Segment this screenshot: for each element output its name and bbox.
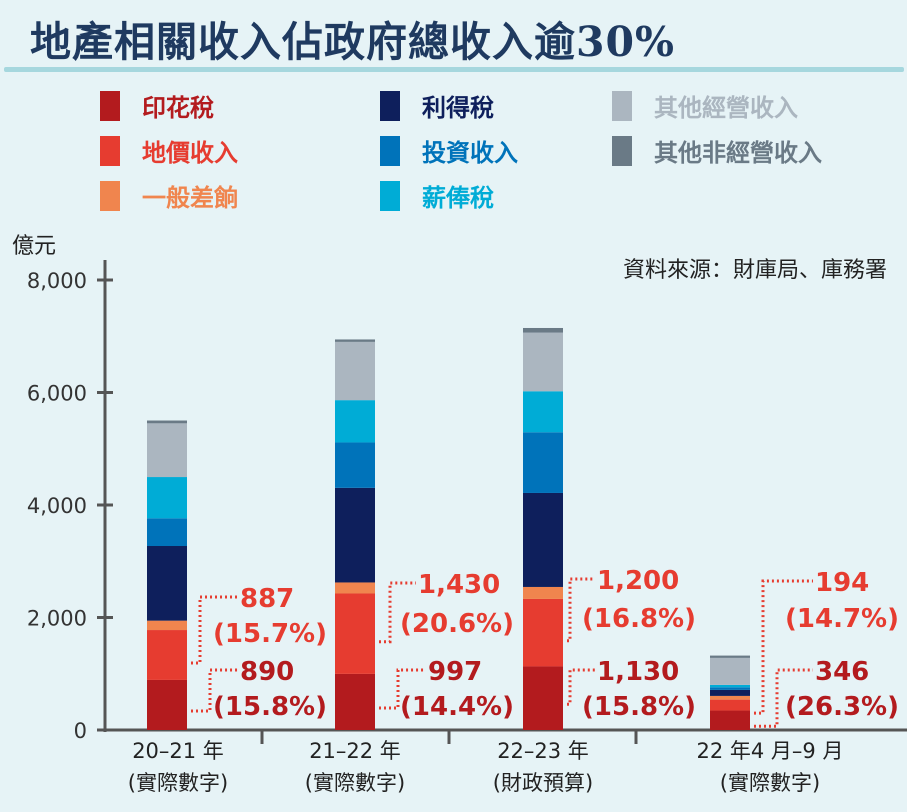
x-category-sublabel: (實際數字): [720, 771, 820, 795]
bar-segment: [147, 423, 187, 478]
legend-label: 薪俸稅: [422, 184, 494, 212]
bar-segment: [335, 487, 375, 583]
legend-item: 印花稅: [100, 88, 214, 123]
land-value-label: 194: [815, 568, 869, 598]
bar-segment: [523, 598, 563, 667]
bar-segment: [335, 400, 375, 443]
bar-segment: [523, 391, 563, 433]
stamp-leader-line: [567, 668, 595, 706]
legend-item: 投資收入: [380, 133, 518, 168]
legend-label: 印花稅: [142, 94, 214, 122]
legend-item: 其他經營收入: [612, 88, 798, 123]
bar-segment: [523, 327, 563, 333]
bar-segment: [335, 442, 375, 488]
bar-segment: [710, 684, 750, 688]
stamp-share-label: (14.4%): [400, 692, 514, 722]
legend-swatch: [100, 180, 120, 211]
legend-swatch: [100, 90, 120, 121]
legend-label: 其他經營收入: [654, 94, 798, 122]
bar-segment: [335, 593, 375, 674]
stamp-value-label: 890: [240, 657, 294, 687]
title-divider: [4, 67, 904, 72]
bar-segment: [523, 432, 563, 493]
legend-label: 利得稅: [422, 94, 494, 122]
stamp-value-label: 1,130: [597, 657, 679, 687]
land-leader-line: [379, 581, 416, 644]
x-category-label: 22 年4 月–9 月: [697, 739, 844, 763]
bar-segment: [147, 630, 187, 680]
legend-swatch: [612, 90, 632, 121]
bar-segment: [147, 546, 187, 621]
legend-label: 其他非經營收入: [654, 139, 822, 167]
land-share-label: (16.8%): [582, 604, 696, 634]
x-category-label: 20–21 年: [132, 739, 224, 763]
stamp-share-label: (26.3%): [785, 692, 899, 722]
y-tick-label: 2,000: [27, 607, 87, 631]
land-value-label: 1,200: [597, 566, 679, 596]
bar-segment: [710, 655, 750, 658]
legend-label: 地價收入: [142, 139, 238, 167]
bar-segment: [710, 689, 750, 696]
bar-segment: [147, 477, 187, 519]
legend-swatch: [380, 180, 400, 211]
stamp-leader-line: [754, 668, 813, 728]
stamp-value-label: 997: [428, 657, 482, 687]
bar-segment: [710, 687, 750, 690]
bar-segment: [523, 586, 563, 599]
y-tick-label: 0: [74, 719, 87, 743]
legend-swatch: [612, 135, 632, 166]
bar-segment: [710, 699, 750, 711]
stamp-leader-line: [379, 668, 426, 710]
bar-segment: [147, 620, 187, 631]
x-category-sublabel: (實際數字): [128, 771, 228, 795]
legend-item: 地價收入: [100, 133, 238, 168]
land-leader-line: [754, 579, 813, 715]
legend-item: 一般差餉: [100, 178, 238, 213]
land-share-label: (14.7%): [785, 604, 899, 634]
x-category-sublabel: (實際數字): [305, 771, 405, 795]
x-category-label: 22–23 年: [497, 739, 589, 763]
legend-item: 其他非經營收入: [612, 133, 822, 168]
land-leader-line: [567, 577, 595, 643]
y-tick-label: 6,000: [27, 382, 87, 406]
bar-segment: [710, 695, 750, 700]
bar-segment: [335, 339, 375, 342]
bar-segment: [710, 657, 750, 685]
source-note: 資料來源：財庫局、庫務署: [622, 258, 887, 283]
bar-segment: [335, 341, 375, 401]
land-leader-line: [191, 595, 238, 665]
stamp-share-label: (15.8%): [582, 692, 696, 722]
stamp-share-label: (15.8%): [213, 692, 327, 722]
legend-label: 投資收入: [422, 139, 518, 167]
bar-segment: [147, 518, 187, 547]
y-tick-label: 4,000: [27, 494, 87, 518]
legend-label: 一般差餉: [142, 184, 238, 212]
bar-segment: [335, 673, 375, 730]
bar-segment: [523, 332, 563, 392]
land-share-label: (15.7%): [213, 619, 327, 649]
bar-segment: [147, 679, 187, 730]
legend-item: 薪俸稅: [380, 178, 494, 213]
legend-item: 利得稅: [380, 88, 494, 123]
y-axis-unit-label: 億元: [12, 234, 57, 259]
y-tick-label: 8,000: [27, 269, 87, 293]
chart-title: 地產相關收入佔政府總收入逾30%: [30, 18, 676, 66]
land-value-label: 887: [240, 584, 294, 614]
land-share-label: (20.6%): [400, 609, 514, 639]
land-value-label: 1,430: [418, 570, 500, 600]
bar-segment: [147, 420, 187, 424]
x-category-label: 21–22 年: [309, 739, 401, 763]
stamp-value-label: 346: [815, 657, 869, 687]
bar-segment: [523, 492, 563, 587]
bar-segment: [335, 582, 375, 594]
legend-swatch: [100, 135, 120, 166]
legend-swatch: [380, 90, 400, 121]
x-category-sublabel: (財政預算): [493, 771, 593, 795]
legend-swatch: [380, 135, 400, 166]
bar-segment: [710, 710, 750, 730]
bar-segment: [523, 666, 563, 730]
